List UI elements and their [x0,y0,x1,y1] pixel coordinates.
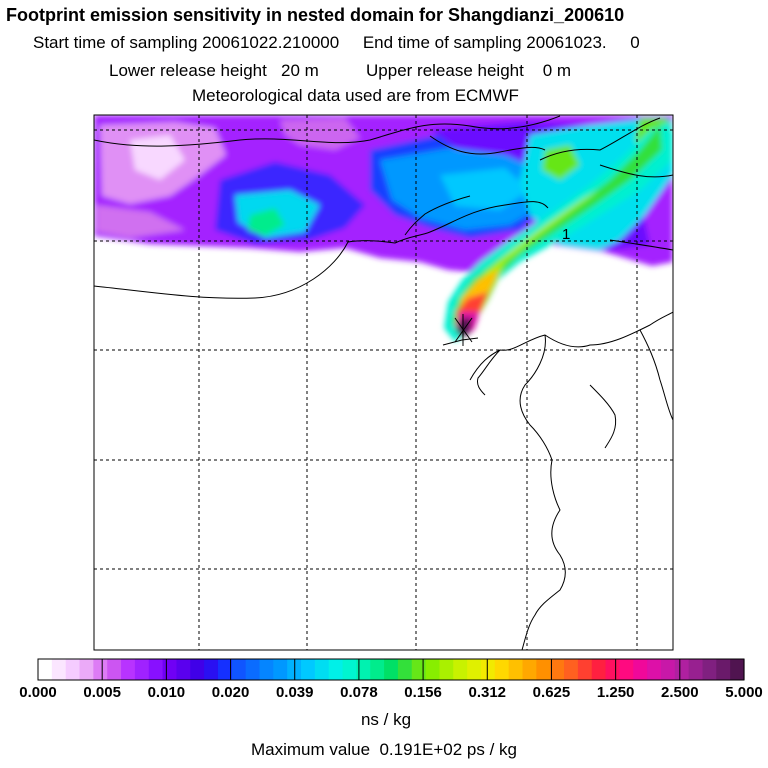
colorbar-cell [65,659,81,680]
colorbar-cell [702,659,717,680]
colorbar-cell [674,659,690,680]
colorbar-cell [273,659,288,680]
lat-lon-grid [94,115,673,650]
colorbar-tick-label: 1.250 [596,684,635,701]
colorbar-cell [453,659,468,680]
colorbar-cell [439,659,454,680]
met-data-line: Meteorological data used are from ECMWF [192,86,519,105]
figure-title: Footprint emission sensitivity in nested… [6,5,625,25]
colorbar-cell [730,659,745,680]
colorbar-cell [38,659,53,680]
colorbar-cell [425,659,441,680]
colorbar-cell [370,659,385,680]
colorbar-unit: ns / kg [360,710,412,729]
colorbar-tick-label: 0.156 [404,684,442,701]
colorbar-cell [411,659,427,680]
colorbar-cell [93,659,108,680]
colorbar-tick-label: 0.005 [83,684,121,701]
colorbar-cells [38,659,745,680]
colorbar-cell [162,659,178,680]
colorbar-cell [259,659,274,680]
colorbar-cell [79,659,94,680]
colorbar-tick-label: 5.000 [725,684,763,701]
colorbar-tick-label: 0.078 [340,684,378,701]
contour-label: 1 [562,226,570,243]
colorbar-cell [591,659,607,680]
colorbar-cell [605,659,621,680]
colorbar-cell [480,659,496,680]
colorbar-cell [314,659,330,680]
colorbar-cell [121,659,136,680]
colorbar-frame [37,658,745,681]
colorbar-cell [51,659,67,680]
colorbar-cell [688,659,704,680]
colorbar-cell [467,659,482,680]
colorbar-cell [204,659,219,680]
colorbar-cell [522,659,537,680]
colorbar-cell [619,659,634,680]
map-frame [93,114,674,651]
receptor-marker [454,314,473,346]
colorbar-cell [564,659,579,680]
colorbar-cell [231,659,247,680]
colorbar-cell [176,659,191,680]
colorbar-cell [633,659,648,680]
colorbar-tick-label: 0.020 [211,684,250,701]
colorbar-cell [536,659,551,680]
colorbar-cell [148,659,164,680]
release-height-line: Lower release height 20 m Upper release … [109,61,572,80]
colorbar-cell [217,659,233,680]
colorbar-cell [716,659,731,680]
colorbar-cell [647,659,662,680]
colorbar-cell [550,659,565,680]
colorbar-cell [328,659,344,680]
sampling-time-line: Start time of sampling 20061022.210000 E… [33,33,640,52]
maximum-value-text: Maximum value 0.191E+02 ps / kg [251,740,517,759]
coastline-borders [94,115,673,650]
colorbar-tick-label: 0.039 [275,684,314,701]
colorbar-cell [356,659,371,680]
colorbar-tick-label: 0.625 [532,684,571,701]
colorbar-tick-label: 0.010 [147,684,186,701]
colorbar-cell [107,659,122,680]
colorbar-cell [245,659,261,680]
colorbar-cell [342,659,357,680]
colorbar-cell [190,659,205,680]
colorbar-tick-label: 2.500 [661,684,699,701]
colorbar-cell [384,659,399,680]
colorbar-tick-label: 0.000 [19,684,57,701]
colorbar-cell [397,659,413,680]
colorbar-cell [494,659,510,680]
colorbar-cell [577,659,593,680]
colorbar-cell [134,659,150,680]
colorbar-cell [660,659,676,680]
colorbar-tick-label: 0.312 [468,684,507,701]
colorbar-cell [508,659,524,680]
colorbar-cell [301,659,316,680]
